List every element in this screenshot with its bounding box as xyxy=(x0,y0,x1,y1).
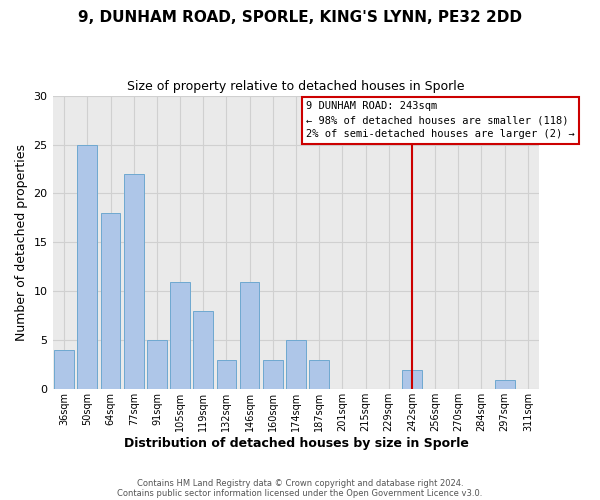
Bar xyxy=(217,360,236,390)
Text: Contains public sector information licensed under the Open Government Licence v3: Contains public sector information licen… xyxy=(118,488,482,498)
Bar xyxy=(402,370,422,390)
Text: Contains HM Land Registry data © Crown copyright and database right 2024.: Contains HM Land Registry data © Crown c… xyxy=(137,478,463,488)
Bar xyxy=(54,350,74,390)
Bar xyxy=(495,380,515,390)
Bar xyxy=(263,360,283,390)
Bar xyxy=(124,174,143,390)
Bar xyxy=(240,282,259,390)
Y-axis label: Number of detached properties: Number of detached properties xyxy=(15,144,28,341)
Bar xyxy=(193,311,213,390)
Text: 9 DUNHAM ROAD: 243sqm
← 98% of detached houses are smaller (118)
2% of semi-deta: 9 DUNHAM ROAD: 243sqm ← 98% of detached … xyxy=(306,102,574,140)
Bar xyxy=(310,360,329,390)
Title: Size of property relative to detached houses in Sporle: Size of property relative to detached ho… xyxy=(127,80,465,93)
Text: 9, DUNHAM ROAD, SPORLE, KING'S LYNN, PE32 2DD: 9, DUNHAM ROAD, SPORLE, KING'S LYNN, PE3… xyxy=(78,10,522,25)
Bar xyxy=(101,213,121,390)
Bar xyxy=(170,282,190,390)
Bar xyxy=(147,340,167,390)
X-axis label: Distribution of detached houses by size in Sporle: Distribution of detached houses by size … xyxy=(124,437,469,450)
Bar xyxy=(286,340,306,390)
Bar xyxy=(77,144,97,390)
